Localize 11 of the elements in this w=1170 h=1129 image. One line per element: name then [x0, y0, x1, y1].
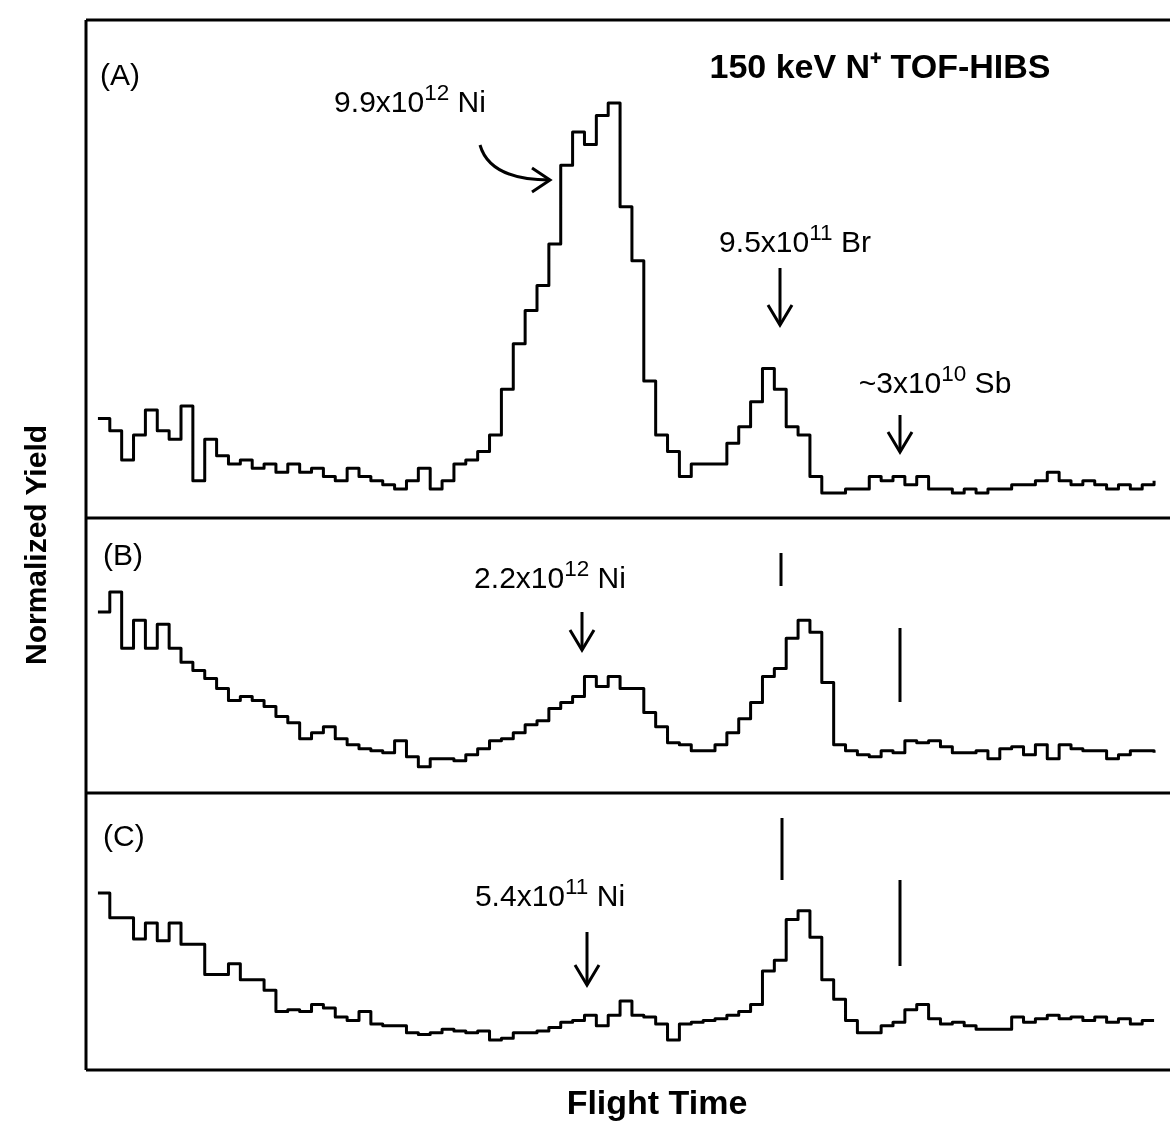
- annotation: 2.2x10$^{12}$ Ni: [474, 555, 626, 594]
- y-axis-title: Normalized Yield: [19, 424, 52, 666]
- x-axis-title: Flight Time: [566, 1083, 748, 1121]
- text: (C): [103, 819, 145, 852]
- chart-title: 150 keV N⁺ TOF-HIBS: [709, 47, 1051, 85]
- annotation: 9.9x10$^{12}$ Ni: [334, 79, 486, 118]
- annotation: 5.4x10$^{11}$ Ni: [474, 873, 626, 912]
- annotation: ~3x10$^{10}$ Sb: [858, 360, 1012, 399]
- text: (B): [103, 538, 143, 571]
- annotation: 9.5x10$^{11}$ Br: [719, 219, 871, 258]
- text: (A): [100, 58, 140, 91]
